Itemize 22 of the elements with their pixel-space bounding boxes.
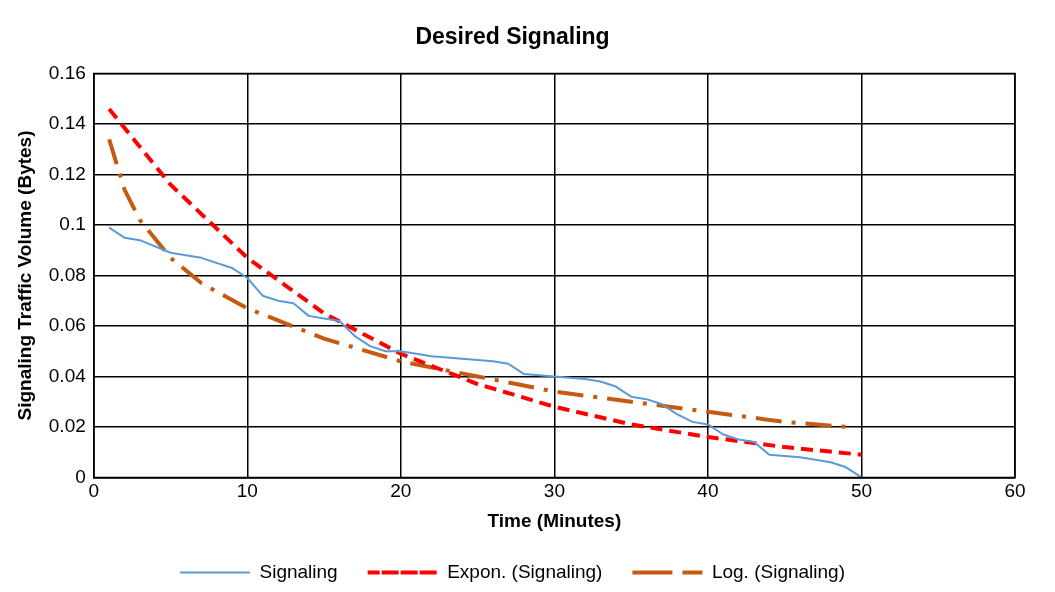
legend-label: Signaling — [259, 560, 338, 582]
y-tick-label: 0.06 — [48, 314, 86, 336]
x-tick-label: 60 — [1004, 480, 1026, 502]
chart-title: Desired Signaling — [415, 23, 610, 50]
x-tick-label: 30 — [543, 480, 565, 502]
x-tick-label: 50 — [850, 480, 873, 502]
y-axis-title: Signaling Traffic Volume (Bytes) — [13, 130, 35, 421]
y-tick-label: 0.16 — [48, 61, 86, 83]
y-tick-label: 0.14 — [48, 112, 87, 134]
y-tick-label: 0.02 — [48, 415, 86, 437]
y-tick-label: 0 — [75, 465, 86, 487]
x-axis-title: Time (Minutes) — [487, 509, 622, 531]
x-tick-label: 40 — [697, 480, 719, 502]
line-series — [107, 106, 864, 457]
x-tick-label: 20 — [390, 480, 412, 502]
legend-label: Log. (Signaling) — [711, 560, 846, 582]
y-tick-label: 0.08 — [48, 263, 86, 285]
legend-label: Expon. (Signaling) — [447, 560, 603, 582]
y-tick-label: 0.1 — [59, 213, 86, 235]
y-tick-label: 0.12 — [48, 162, 86, 184]
x-tick-label: 10 — [236, 480, 258, 502]
y-tick-label: 0.04 — [48, 364, 87, 386]
